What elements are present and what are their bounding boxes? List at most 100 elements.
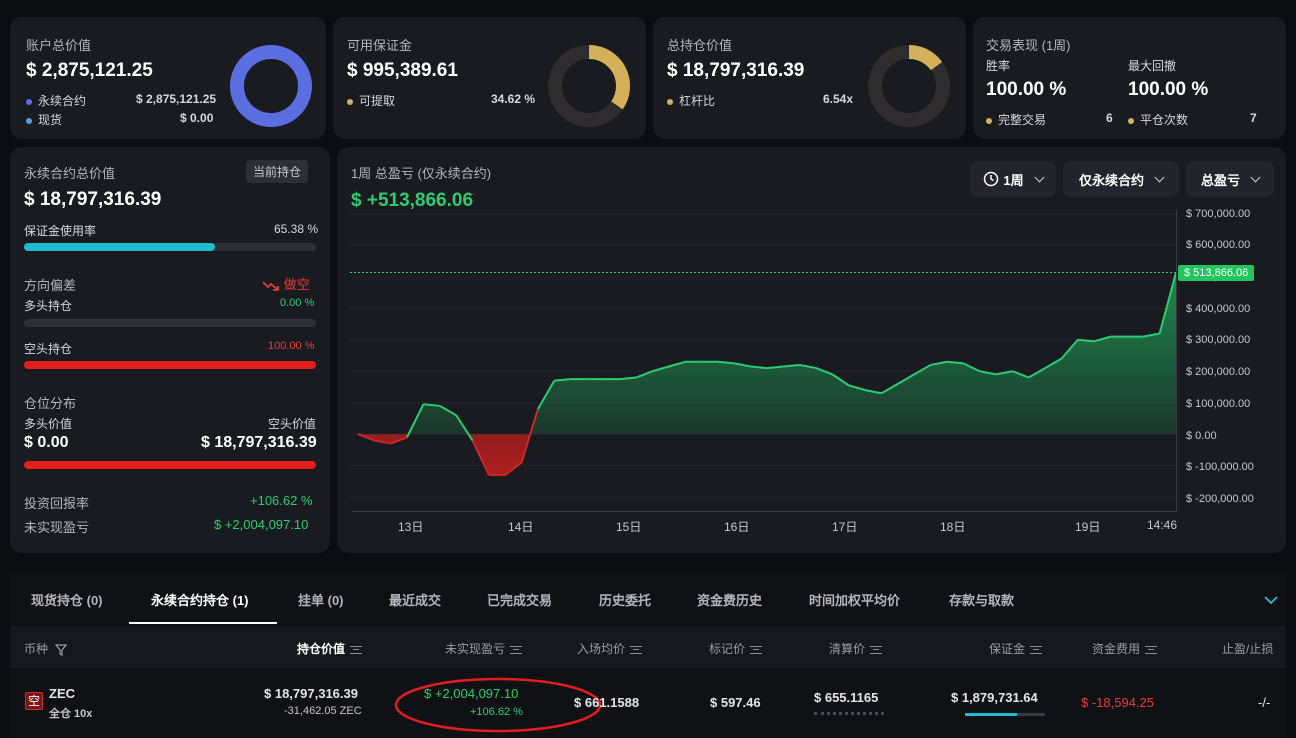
margin-amount: $ 1,879,731.64 xyxy=(951,690,1038,705)
position-row-value: 6.54x xyxy=(823,92,854,106)
position-card: 总持仓价值 $ 18,797,316.39 杠杆比 6.54x xyxy=(653,17,966,139)
bias-indicator: 做空 xyxy=(262,274,310,293)
margin-arc xyxy=(548,45,630,127)
current-position-badge[interactable]: 当前持仓 xyxy=(246,160,309,183)
pnl-line-segment xyxy=(848,384,866,392)
metric-label: 总盈亏 xyxy=(1200,172,1240,188)
bias-label: 方向偏差 xyxy=(24,278,77,293)
metric-dropdown[interactable]: 总盈亏 xyxy=(1186,161,1274,197)
pnl-line-segment xyxy=(652,365,670,373)
col-label: 持仓价值 xyxy=(297,642,346,656)
sort-icon xyxy=(1030,645,1043,654)
pnl-line-segment xyxy=(619,376,637,381)
short-label: 空头持仓 xyxy=(24,342,73,356)
profit-area xyxy=(358,272,1176,435)
col-upnl[interactable]: 未实现盈亏 xyxy=(445,640,523,657)
pnl-line-segment xyxy=(897,373,915,385)
col-label: 入场均价 xyxy=(577,642,626,656)
coin-symbol[interactable]: ZEC xyxy=(49,686,75,701)
filter-dropdown[interactable]: 仅永续合约 xyxy=(1063,161,1179,197)
col-tpsl: 止盈/止损 xyxy=(1222,640,1273,657)
usage-value: 65.38 % xyxy=(274,222,319,236)
collapse-chevron-icon[interactable] xyxy=(1263,594,1279,606)
x-tick-label: 13日 xyxy=(398,520,424,534)
period-dropdown[interactable]: 1周 xyxy=(970,161,1056,197)
long-label: 多头持仓 xyxy=(24,299,73,313)
col-label: 资金费用 xyxy=(1092,642,1141,656)
upnl-label: 未实现盈亏 xyxy=(24,520,90,535)
col-mark[interactable]: 标记价 xyxy=(709,640,763,657)
y-axis-line xyxy=(1176,210,1177,512)
performance-card: 交易表现 (1周) 胜率 100.00 % 最大回撤 100.00 % 完整交易… xyxy=(973,17,1286,139)
col-label: 清算价 xyxy=(829,642,866,656)
x-tick-label: 14日 xyxy=(508,520,534,534)
pnl-line-segment xyxy=(930,360,948,366)
x-tick-label: 15日 xyxy=(616,520,642,534)
short-value: 100.00 % xyxy=(268,340,315,352)
pnl-line-segment xyxy=(995,370,1013,376)
margin-row-value: 34.62 % xyxy=(491,92,536,106)
perp-value: $ 18,797,316.39 xyxy=(24,189,162,210)
pnl-line-segment xyxy=(717,360,735,365)
col-entry[interactable]: 入场均价 xyxy=(577,640,643,657)
account-row-spot: 现货 xyxy=(26,111,62,128)
close-dot xyxy=(1128,117,1134,124)
chevron-down-icon xyxy=(1250,172,1261,182)
pnl-line-segment xyxy=(1143,332,1160,338)
x-tick-label: 14:46 xyxy=(1147,518,1178,532)
x-tick-label: 18日 xyxy=(940,520,966,534)
pnl-line-segment xyxy=(1012,370,1030,379)
y-tick-label: $ 200,000.00 xyxy=(1186,366,1251,378)
close-label: 平仓次数 xyxy=(1140,113,1189,127)
perp-summary-card: 永续合约总价值 当前持仓 $ 18,797,316.39 保证金使用率 65.3… xyxy=(10,147,330,553)
chevron-down-icon xyxy=(1154,172,1165,182)
pnl-line-segment xyxy=(750,365,768,370)
col-margin[interactable]: 保证金 xyxy=(989,640,1043,657)
long-amount: $ 0.00 xyxy=(24,434,69,451)
tab-6[interactable]: 资金费历史 xyxy=(697,593,763,608)
tab-0[interactable]: 现货持仓 (0) xyxy=(31,593,103,608)
account-value-card: 账户总价值 $ 2,875,121.25 永续合约 $ 2,875,121.25… xyxy=(10,17,326,139)
distribution-bar xyxy=(24,461,316,469)
tab-2[interactable]: 挂单 (0) xyxy=(298,593,344,608)
margin-row: 可提取 xyxy=(347,92,395,109)
table-row[interactable] xyxy=(10,669,1286,738)
long-value: 0.00 % xyxy=(280,297,315,309)
liq-dots xyxy=(814,712,884,715)
tab-4[interactable]: 已完成交易 xyxy=(487,593,553,608)
col-label: 未实现盈亏 xyxy=(445,642,506,656)
tab-1[interactable]: 永续合约持仓 (1) xyxy=(151,593,249,608)
filter-icon xyxy=(55,644,68,656)
roi-label: 投资回报率 xyxy=(24,496,90,511)
tab-3[interactable]: 最近成交 xyxy=(389,593,442,608)
col-funding[interactable]: 资金费用 xyxy=(1092,640,1158,657)
tab-7[interactable]: 时间加权平均价 xyxy=(809,593,901,608)
tab-5[interactable]: 历史委托 xyxy=(599,593,652,608)
col-label: 止盈/止损 xyxy=(1222,642,1274,656)
y-tick-label: $ 300,000.00 xyxy=(1186,334,1251,346)
pnl-line-segment xyxy=(374,439,391,445)
pnl-line-segment xyxy=(913,364,932,376)
col-position-value[interactable]: 持仓价值 xyxy=(297,640,363,657)
win-rate-value: 100.00 % xyxy=(986,79,1067,100)
sort-icon xyxy=(1145,645,1158,654)
long-bar-track xyxy=(24,319,316,327)
col-coin[interactable]: 币种 xyxy=(24,640,68,657)
pnl-line-segment xyxy=(471,439,490,476)
pnl-line-segment xyxy=(815,367,833,376)
margin-bar xyxy=(965,713,1045,716)
upnl-amount: $ +2,004,097.10 xyxy=(424,686,519,701)
account-row-label: 现货 xyxy=(38,113,63,127)
col-liq[interactable]: 清算价 xyxy=(829,640,883,657)
tab-8[interactable]: 存款与取款 xyxy=(949,593,1015,608)
pnl-line-segment xyxy=(1158,272,1177,334)
pnl-line-segment xyxy=(390,436,408,445)
x-tick-label: 16日 xyxy=(724,520,750,534)
pnl-line-segment xyxy=(783,363,800,368)
tpsl-value[interactable]: -/- xyxy=(1258,695,1271,710)
margin-mode: 全仓 10x xyxy=(49,708,93,720)
sort-icon xyxy=(510,645,523,654)
bias-value: 做空 xyxy=(283,277,310,292)
current-value-marker: $ 513,866.06 xyxy=(1178,265,1255,281)
pnl-line-segment xyxy=(504,461,523,476)
